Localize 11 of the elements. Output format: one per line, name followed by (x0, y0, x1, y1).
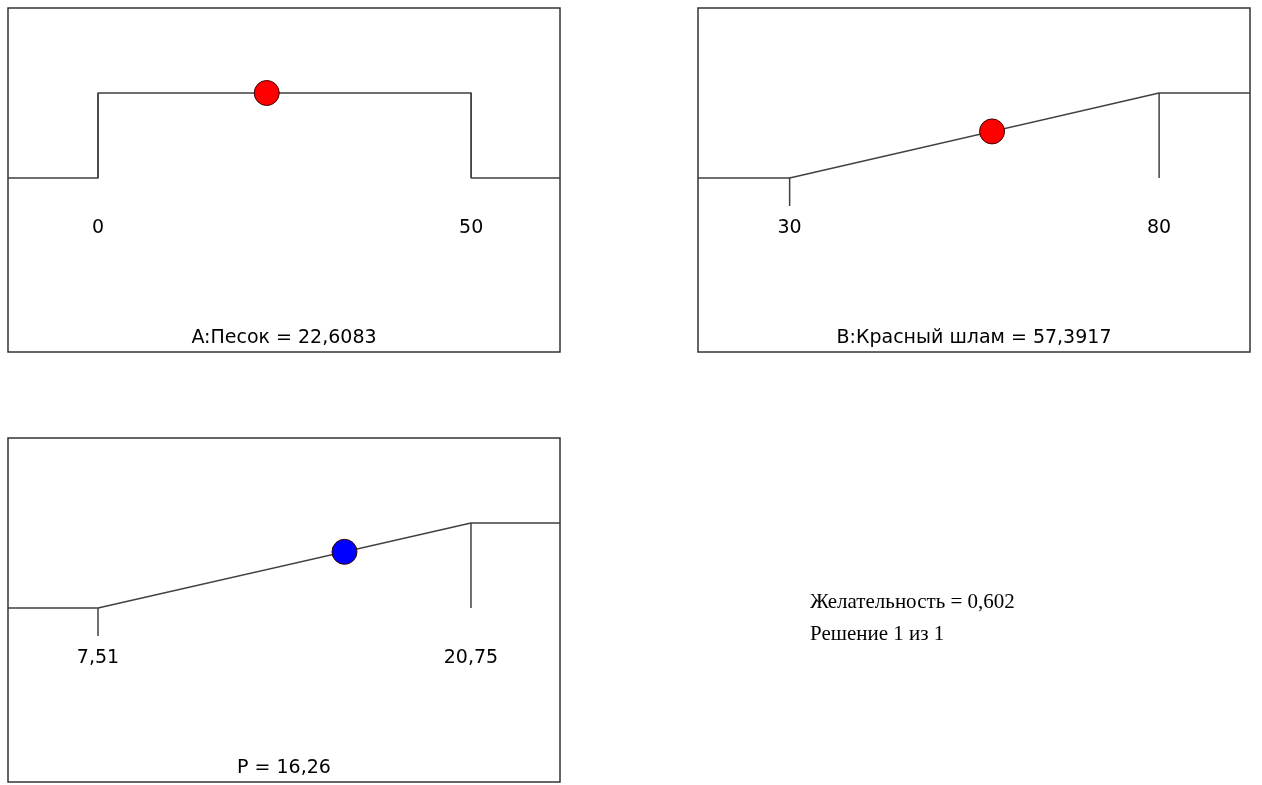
x-tick-label: 0 (91, 215, 105, 237)
x-axis-title: P = 16,26 (237, 755, 331, 777)
x-tick-label: 7,51 (76, 645, 120, 667)
x-tick-label: 30 (777, 215, 802, 237)
x-axis-title: A:Песок = 22,6083 (191, 325, 377, 347)
text: Решение 1 из 1 (810, 621, 945, 645)
x-tick-label: 20,75 (443, 645, 499, 667)
text: Желательность = 0,602 (810, 589, 1015, 613)
x-tick-label: 80 (1147, 215, 1172, 237)
x-axis-title: B:Красный шлам = 57,3917 (836, 325, 1112, 347)
x-tick-label: 50 (459, 215, 484, 237)
